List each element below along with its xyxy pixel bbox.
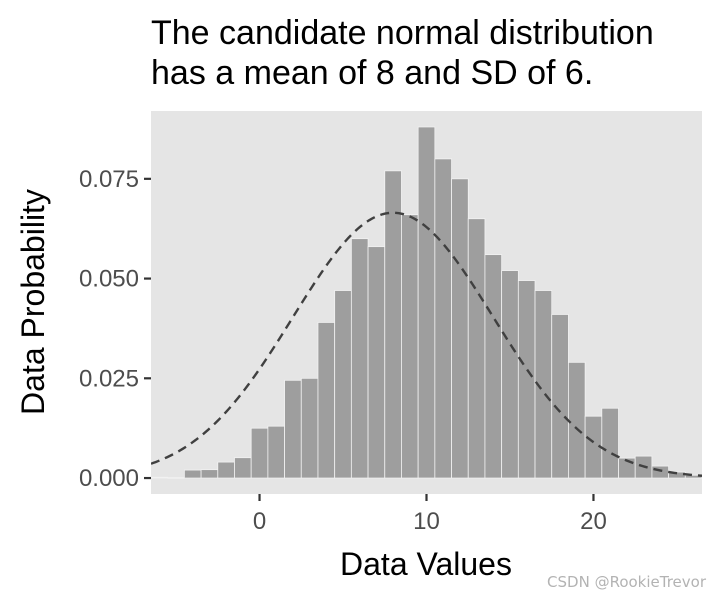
histogram-bar [200,469,219,479]
histogram-bar [250,427,269,479]
histogram-bar [151,476,169,479]
histogram-bar [551,314,569,479]
histogram-bar [183,469,202,479]
histogram-bar [367,246,386,479]
chart-title-line-2: has a mean of 8 and SD of 6. [151,54,594,92]
histogram-bar [401,214,419,479]
x-tick-label: 10 [413,508,440,535]
histogram-bar [467,218,486,479]
x-tick-label: 0 [253,508,266,535]
histogram-bar [300,377,319,479]
y-tick-label: 0.025 [79,365,139,392]
histogram-bar [451,178,469,479]
y-axis: 0.000 0.025 0.050 0.075 [79,166,151,492]
histogram-bar [350,238,369,479]
histogram-bar [267,425,285,479]
x-tick-label: 20 [580,508,607,535]
histogram-bar [384,170,402,479]
x-axis: 0 10 20 [253,494,607,535]
x-axis-label: Data Values [340,546,512,582]
histogram-bar [434,158,452,479]
histogram-bar [334,290,352,479]
chart-title-line-1: The candidate normal distribution [151,14,654,52]
histogram-bar [417,126,436,479]
histogram-bars [151,126,702,479]
histogram-bar [234,457,252,479]
histogram-bar [517,280,536,479]
histogram-bar [501,270,519,479]
y-tick-label: 0.075 [79,166,139,193]
histogram-bar [684,474,702,479]
histogram-bar [317,322,336,479]
histogram-bar [284,379,302,479]
watermark-text: CSDN @RookieTrevor [547,573,706,591]
normal-curve-line [151,211,702,477]
histogram-bar [217,461,235,479]
histogram-bar [651,465,670,479]
y-tick-label: 0.050 [79,266,139,293]
y-tick-label: 0.000 [79,465,139,492]
histogram-bar [167,477,185,479]
histogram-bar [568,361,586,479]
y-axis-label: Data Probability [15,189,51,415]
histogram-bar [484,254,503,479]
histogram-bar [601,407,619,479]
